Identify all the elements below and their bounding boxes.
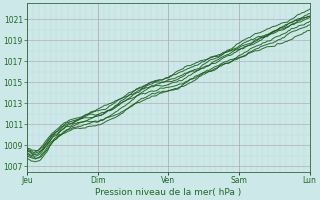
X-axis label: Pression niveau de la mer( hPa ): Pression niveau de la mer( hPa ) [95, 188, 241, 197]
